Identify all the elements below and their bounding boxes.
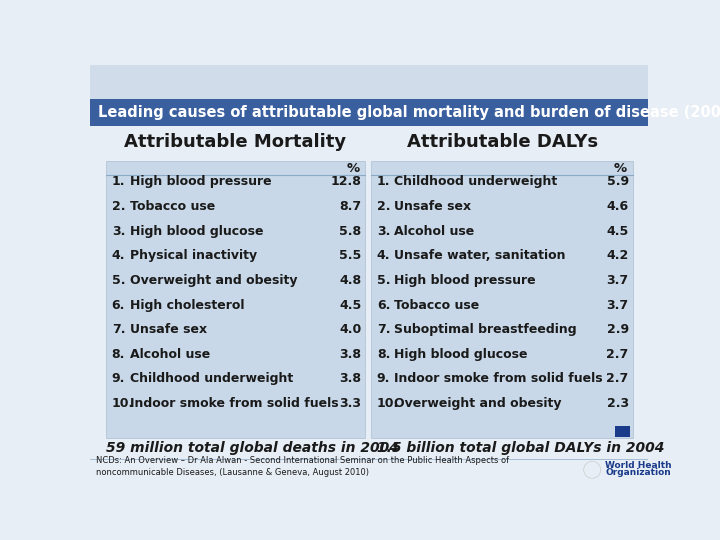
Text: 4.: 4. xyxy=(112,249,125,262)
Text: 3.: 3. xyxy=(112,225,125,238)
Text: 4.8: 4.8 xyxy=(339,274,361,287)
Text: 1.5 billion total global DALYs in 2004: 1.5 billion total global DALYs in 2004 xyxy=(377,441,664,455)
Text: 9.: 9. xyxy=(377,373,390,386)
Text: 10.: 10. xyxy=(377,397,399,410)
Text: Unsafe sex: Unsafe sex xyxy=(130,323,207,336)
Text: 2.9: 2.9 xyxy=(606,323,629,336)
Text: Alcohol use: Alcohol use xyxy=(130,348,210,361)
Text: Tobacco use: Tobacco use xyxy=(394,299,479,312)
Text: 2.3: 2.3 xyxy=(606,397,629,410)
Text: 2.7: 2.7 xyxy=(606,373,629,386)
Text: 6.: 6. xyxy=(377,299,390,312)
FancyBboxPatch shape xyxy=(90,65,648,126)
Text: 1.: 1. xyxy=(377,176,390,188)
Text: Unsafe water, sanitation: Unsafe water, sanitation xyxy=(394,249,565,262)
Text: 3.8: 3.8 xyxy=(339,348,361,361)
FancyBboxPatch shape xyxy=(615,426,630,437)
Text: 5.8: 5.8 xyxy=(339,225,361,238)
Text: 5.9: 5.9 xyxy=(606,176,629,188)
Text: Unsafe sex: Unsafe sex xyxy=(394,200,471,213)
Text: 3.3: 3.3 xyxy=(339,397,361,410)
Text: 10.: 10. xyxy=(112,397,134,410)
Text: Alcohol use: Alcohol use xyxy=(394,225,474,238)
Text: 3.8: 3.8 xyxy=(339,373,361,386)
Text: 2.7: 2.7 xyxy=(606,348,629,361)
Text: 6.: 6. xyxy=(112,299,125,312)
FancyBboxPatch shape xyxy=(90,99,648,126)
Text: 5.5: 5.5 xyxy=(339,249,361,262)
Text: 3.: 3. xyxy=(377,225,390,238)
Text: 4.6: 4.6 xyxy=(606,200,629,213)
Text: 8.: 8. xyxy=(112,348,125,361)
Text: Attributable Mortality: Attributable Mortality xyxy=(124,133,346,151)
Text: 9.: 9. xyxy=(112,373,125,386)
Text: Leading causes of attributable global mortality and burden of disease (2004): Leading causes of attributable global mo… xyxy=(98,105,720,120)
Text: %: % xyxy=(346,162,360,176)
Text: %: % xyxy=(613,162,626,176)
Text: 4.0: 4.0 xyxy=(339,323,361,336)
FancyBboxPatch shape xyxy=(371,161,632,438)
Text: Childhood underweight: Childhood underweight xyxy=(394,176,557,188)
Text: Overweight and obesity: Overweight and obesity xyxy=(130,274,298,287)
Text: 8.: 8. xyxy=(377,348,390,361)
Text: 4.: 4. xyxy=(377,249,390,262)
Text: Suboptimal breastfeeding: Suboptimal breastfeeding xyxy=(394,323,577,336)
Text: 2.: 2. xyxy=(112,200,125,213)
Text: Indoor smoke from solid fuels: Indoor smoke from solid fuels xyxy=(394,373,603,386)
Text: Attributable DALYs: Attributable DALYs xyxy=(407,133,598,151)
Text: Indoor smoke from solid fuels: Indoor smoke from solid fuels xyxy=(130,397,339,410)
Text: 5.: 5. xyxy=(112,274,125,287)
Text: World Health: World Health xyxy=(606,462,672,470)
Text: 12.8: 12.8 xyxy=(330,176,361,188)
Text: 3.7: 3.7 xyxy=(606,274,629,287)
Text: 7.: 7. xyxy=(377,323,390,336)
Text: High blood glucose: High blood glucose xyxy=(130,225,264,238)
Text: Overweight and obesity: Overweight and obesity xyxy=(394,397,562,410)
Text: 59 million total global deaths in 2004: 59 million total global deaths in 2004 xyxy=(106,441,398,455)
Text: 2.: 2. xyxy=(377,200,390,213)
Text: High blood pressure: High blood pressure xyxy=(130,176,272,188)
Text: Organization: Organization xyxy=(606,468,671,477)
Text: Physical inactivity: Physical inactivity xyxy=(130,249,258,262)
Text: 4.5: 4.5 xyxy=(339,299,361,312)
Text: 3.7: 3.7 xyxy=(606,299,629,312)
Text: 4.5: 4.5 xyxy=(606,225,629,238)
Text: 8.7: 8.7 xyxy=(339,200,361,213)
Text: High cholesterol: High cholesterol xyxy=(130,299,245,312)
Text: Tobacco use: Tobacco use xyxy=(130,200,215,213)
Text: Childhood underweight: Childhood underweight xyxy=(130,373,294,386)
Text: NCDs: An Overview – Dr Ala Alwan - Second International Seminar on the Public He: NCDs: An Overview – Dr Ala Alwan - Secon… xyxy=(96,456,509,477)
Text: 4.2: 4.2 xyxy=(606,249,629,262)
FancyBboxPatch shape xyxy=(106,161,365,438)
Text: High blood pressure: High blood pressure xyxy=(394,274,536,287)
Text: High blood glucose: High blood glucose xyxy=(394,348,527,361)
Text: 5.: 5. xyxy=(377,274,390,287)
Text: 7.: 7. xyxy=(112,323,125,336)
Text: 1.: 1. xyxy=(112,176,125,188)
